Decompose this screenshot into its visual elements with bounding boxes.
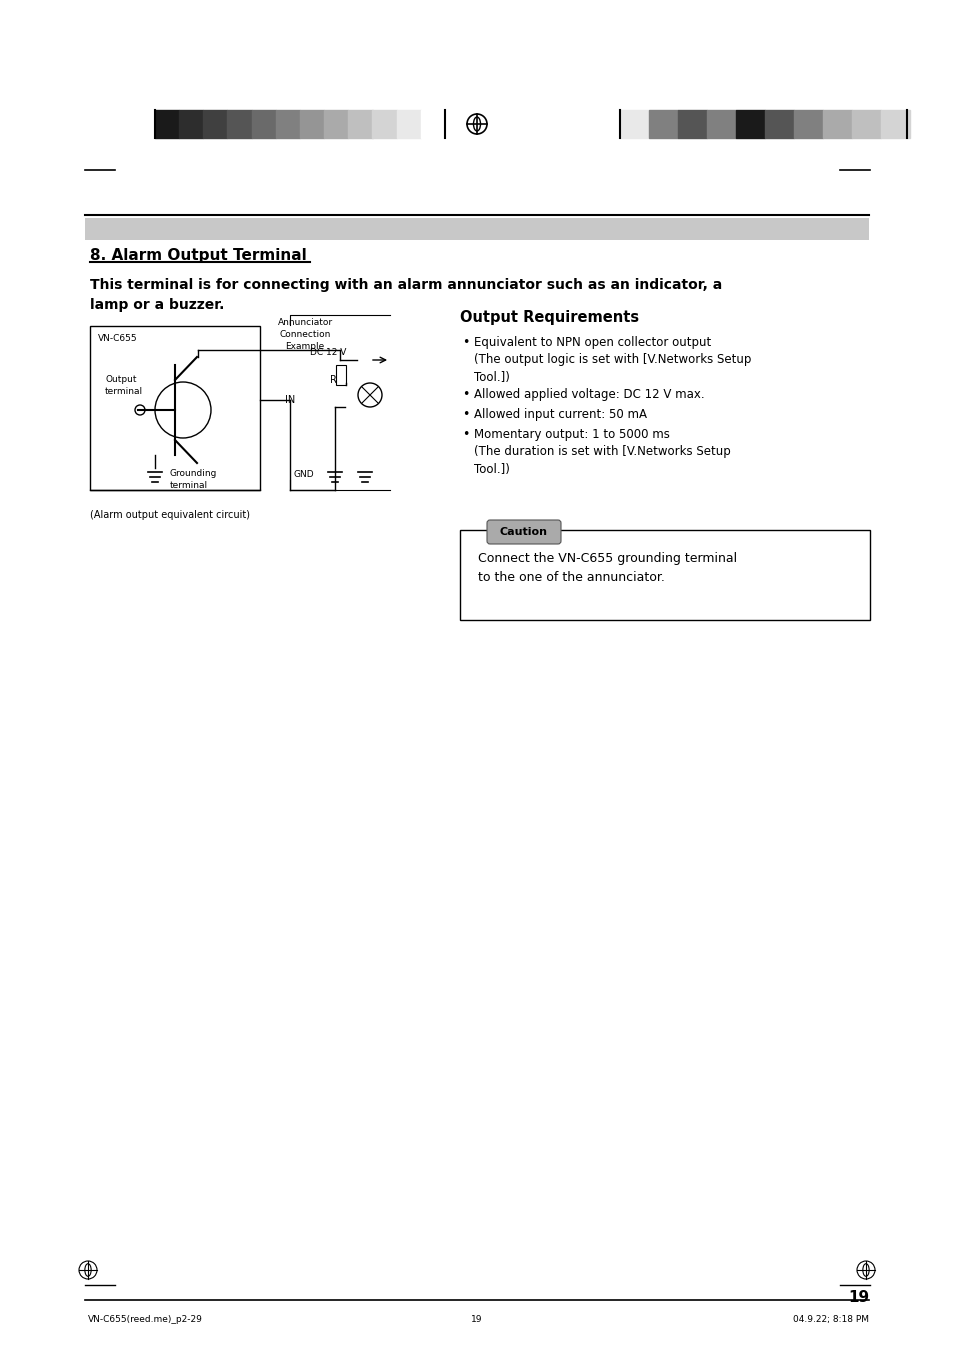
Text: (Alarm output equivalent circuit): (Alarm output equivalent circuit) — [90, 509, 250, 520]
Bar — [252, 109, 275, 138]
Text: GND: GND — [294, 470, 314, 480]
Bar — [324, 109, 348, 138]
Text: Connect the VN-C655 grounding terminal
to the one of the annunciator.: Connect the VN-C655 grounding terminal t… — [477, 553, 737, 584]
Text: DC 12 V: DC 12 V — [310, 349, 346, 357]
Text: Annunciator
Connection
Example: Annunciator Connection Example — [277, 317, 333, 351]
Text: VN-C655: VN-C655 — [98, 334, 137, 343]
Bar — [348, 109, 372, 138]
Text: IN: IN — [285, 394, 294, 405]
FancyBboxPatch shape — [486, 520, 560, 544]
Bar — [275, 109, 299, 138]
Bar — [179, 109, 203, 138]
Text: Output
terminal: Output terminal — [105, 376, 143, 396]
Text: Equivalent to NPN open collector output
(The output logic is set with [V.Network: Equivalent to NPN open collector output … — [474, 336, 751, 384]
Bar — [619, 109, 648, 138]
Text: 8. Alarm Output Terminal: 8. Alarm Output Terminal — [90, 249, 307, 263]
Bar — [648, 109, 678, 138]
Text: Output Requirements: Output Requirements — [459, 309, 639, 326]
Bar — [851, 109, 880, 138]
Bar — [822, 109, 851, 138]
Bar — [203, 109, 227, 138]
Bar — [299, 109, 324, 138]
Text: This terminal is for connecting with an alarm annunciator such as an indicator, : This terminal is for connecting with an … — [90, 278, 721, 312]
Bar — [227, 109, 252, 138]
Bar — [793, 109, 822, 138]
Text: •: • — [461, 336, 469, 349]
Text: •: • — [461, 408, 469, 422]
Bar — [85, 218, 868, 240]
Text: 19: 19 — [847, 1290, 868, 1305]
Bar — [90, 326, 260, 490]
Text: VN-C655(reed.me)_p2-29: VN-C655(reed.me)_p2-29 — [88, 1315, 203, 1324]
Text: •: • — [461, 428, 469, 440]
Text: 04.9.22; 8:18 PM: 04.9.22; 8:18 PM — [792, 1315, 868, 1324]
Bar — [459, 530, 869, 620]
Text: Allowed input current: 50 mA: Allowed input current: 50 mA — [474, 408, 646, 422]
Bar — [420, 109, 444, 138]
Text: •: • — [461, 388, 469, 401]
Bar — [678, 109, 706, 138]
Text: R: R — [330, 376, 336, 385]
Text: Allowed applied voltage: DC 12 V max.: Allowed applied voltage: DC 12 V max. — [474, 388, 704, 401]
Bar — [735, 109, 764, 138]
Bar — [372, 109, 396, 138]
Text: Momentary output: 1 to 5000 ms
(The duration is set with [V.Networks Setup
Tool.: Momentary output: 1 to 5000 ms (The dura… — [474, 428, 730, 476]
Text: Caution: Caution — [499, 527, 547, 536]
Text: Grounding
terminal: Grounding terminal — [170, 469, 217, 490]
Bar — [335, 365, 346, 385]
Bar — [706, 109, 735, 138]
Text: 19: 19 — [471, 1315, 482, 1324]
Bar — [880, 109, 909, 138]
Bar — [154, 109, 179, 138]
Bar — [396, 109, 420, 138]
Bar — [764, 109, 793, 138]
